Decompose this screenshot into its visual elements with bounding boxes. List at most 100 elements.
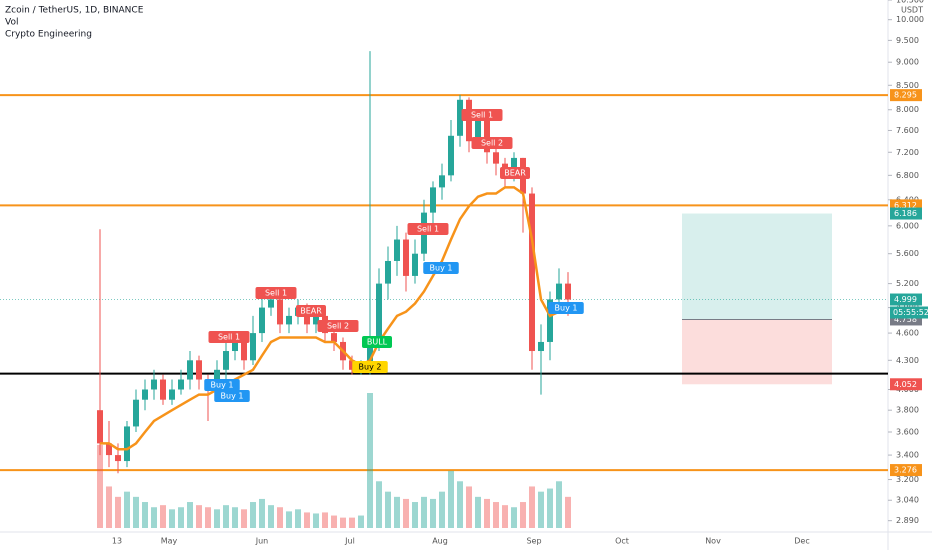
indicator-name[interactable]: Crypto Engineering	[5, 30, 92, 40]
candle-body	[367, 341, 373, 370]
y-tick-label: 8.000	[896, 105, 919, 114]
volume-bar	[304, 512, 310, 528]
x-tick-label: Dec	[794, 537, 809, 546]
volume-bar	[322, 512, 328, 528]
candle-body	[223, 351, 229, 370]
volume-bar	[394, 496, 400, 528]
currency-label: USDT	[901, 6, 923, 15]
volume-bar	[430, 498, 436, 528]
volume-bar	[133, 496, 139, 528]
countdown-box	[890, 306, 928, 319]
volume-bar	[538, 491, 544, 528]
candle-body	[412, 253, 418, 276]
candle-body	[475, 119, 481, 142]
x-tick-label: 13	[112, 537, 122, 546]
signal-label: Sell 1	[218, 333, 240, 342]
x-tick-label: Aug	[432, 537, 448, 546]
volume-bar	[286, 511, 292, 528]
volume-bar	[232, 507, 238, 528]
candle-body	[196, 360, 202, 380]
y-tick-label: 2.890	[896, 516, 919, 525]
volume-bar	[187, 502, 193, 528]
price-tag-label: 6.312	[894, 201, 917, 210]
volume-bar	[520, 502, 526, 528]
volume-bar	[340, 517, 346, 528]
ema-line	[100, 186, 569, 451]
x-tick-label: Jul	[344, 537, 355, 546]
candle-body	[439, 175, 445, 188]
signal-label-box	[423, 262, 459, 274]
volume-bar	[448, 470, 454, 528]
price-tag-label: 3.276	[894, 466, 917, 475]
price-tag-label: 6.186	[894, 209, 917, 218]
candle-body	[133, 399, 139, 427]
profit-zone	[682, 213, 832, 320]
signal-label-box	[548, 302, 584, 314]
indicator-name[interactable]: Vol	[5, 18, 18, 28]
volume-bar	[412, 502, 418, 528]
volume-bar	[97, 444, 103, 528]
y-tick-label: 4.600	[896, 329, 919, 338]
volume-bar	[565, 496, 571, 528]
candle-body	[250, 333, 256, 361]
signal-label-box	[255, 287, 297, 299]
candle-body	[313, 315, 319, 325]
candle-body	[538, 341, 544, 352]
price-tag	[890, 207, 922, 220]
candle-body	[349, 360, 355, 370]
volume-bar	[196, 505, 202, 528]
volume-bar	[151, 507, 157, 528]
signal-label-box	[208, 331, 250, 343]
candle-body	[547, 299, 553, 342]
volume-bar	[385, 491, 391, 528]
price-tag	[890, 293, 922, 306]
signal-label-box	[296, 305, 326, 317]
volume-bar	[250, 502, 256, 528]
y-tick-label: 7.600	[896, 126, 919, 135]
y-tick-label: 4.300	[896, 356, 919, 365]
candle-body	[187, 360, 193, 380]
volume-bar	[421, 496, 427, 528]
price-tag	[890, 378, 922, 391]
signal-label-box	[407, 223, 449, 235]
signal-label: Sell 1	[417, 225, 439, 234]
candle-body	[385, 260, 391, 284]
volume-bar	[178, 507, 184, 528]
volume-bar	[241, 509, 247, 528]
volume-bar	[124, 491, 130, 528]
volume-bar	[115, 496, 121, 528]
signal-label-box	[471, 137, 513, 149]
x-tick-label: Jun	[255, 537, 269, 546]
volume-bar	[484, 498, 490, 528]
y-tick-label: 7.200	[896, 148, 919, 157]
y-tick-label: 10.000	[896, 15, 924, 24]
volume-bar	[259, 498, 265, 528]
signal-label: Sell 1	[471, 111, 493, 120]
signal-label: BEAR	[504, 169, 526, 178]
volume-bar	[502, 505, 508, 528]
volume-bar	[277, 507, 283, 528]
candle-body	[106, 443, 112, 456]
candle-body	[160, 379, 166, 400]
y-tick-label: 3.200	[896, 475, 919, 484]
price-tag	[890, 89, 922, 102]
signal-label-box	[317, 320, 359, 332]
signal-label: Sell 2	[327, 322, 349, 331]
price-tag-label: 4.052	[894, 380, 917, 389]
candle-body	[493, 152, 499, 164]
candle-body	[97, 410, 103, 444]
volume-bar	[367, 393, 373, 528]
volume-bar	[457, 481, 463, 528]
signal-label-box	[204, 379, 240, 391]
y-tick-label: 3.800	[896, 406, 919, 415]
signal-label: Buy 1	[221, 392, 244, 401]
volume-bar	[358, 515, 364, 528]
x-tick-label: Oct	[615, 537, 629, 546]
signal-label: Buy 1	[555, 304, 578, 313]
candle-body	[151, 379, 157, 390]
y-tick-label: 9.500	[896, 36, 919, 45]
y-tick-label: 5.200	[896, 279, 919, 288]
candle-body	[565, 283, 571, 300]
volume-bar	[511, 507, 517, 528]
